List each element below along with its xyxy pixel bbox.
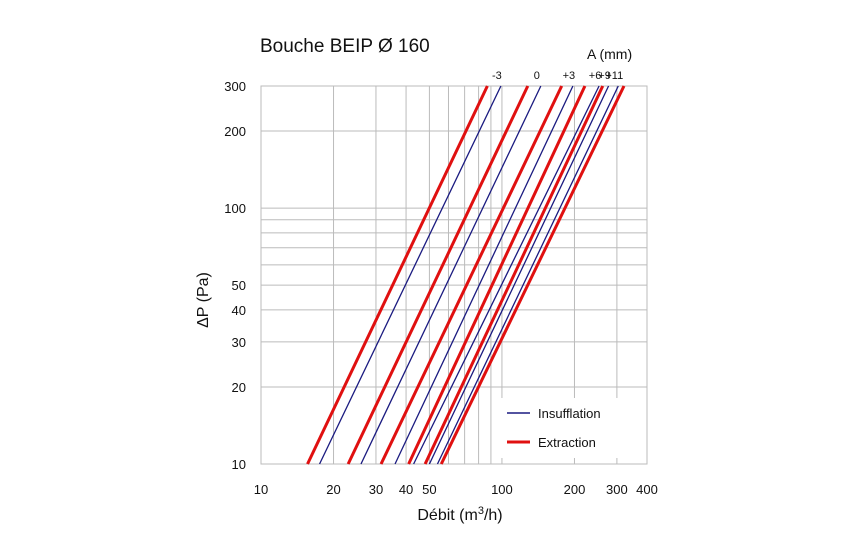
extraction-line-plus6 bbox=[407, 85, 587, 465]
x-tick-label: 10 bbox=[254, 482, 268, 497]
insufflation-line-minus3 bbox=[318, 85, 502, 465]
y-tick-label: 10 bbox=[232, 457, 246, 472]
setting-label: +3 bbox=[563, 70, 576, 82]
extraction-line-plus11 bbox=[439, 85, 626, 465]
y-tick-label: 100 bbox=[224, 201, 246, 216]
y-tick-label: 30 bbox=[232, 335, 246, 350]
insufflation-line-0 bbox=[360, 85, 542, 465]
x-tick-label: 30 bbox=[369, 482, 383, 497]
x-tick-label: 400 bbox=[636, 482, 658, 497]
x-tick-label: 50 bbox=[422, 482, 436, 497]
y-tick-label: 50 bbox=[232, 278, 246, 293]
insufflation-line-plus6 bbox=[413, 85, 600, 465]
legend-label-extraction: Extraction bbox=[538, 435, 596, 450]
y-tick-label: 20 bbox=[232, 380, 246, 395]
chart-title: Bouche BEIP Ø 160 bbox=[260, 36, 430, 57]
extraction-line-plus9 bbox=[423, 85, 605, 465]
plot-frame bbox=[260, 85, 648, 465]
insufflation-line-plus9 bbox=[428, 85, 610, 465]
y-tick-label: 300 bbox=[224, 79, 246, 94]
x-axis-label: Débit (m3/h) bbox=[417, 505, 502, 524]
setting-axis-label: A (mm) bbox=[587, 46, 632, 62]
x-tick-label: 300 bbox=[606, 482, 628, 497]
extraction-line-plus3 bbox=[379, 85, 564, 465]
setting-label: +6 bbox=[589, 70, 602, 82]
setting-label: +9 bbox=[598, 70, 611, 82]
setting-label: 0 bbox=[534, 70, 540, 82]
x-tick-label: 20 bbox=[326, 482, 340, 497]
y-axis-label: ΔP (Pa) bbox=[195, 272, 212, 328]
y-tick-label: 200 bbox=[224, 124, 246, 139]
extraction-line-minus3 bbox=[306, 85, 489, 465]
insufflation-line-plus11 bbox=[436, 85, 619, 465]
x-tick-label: 100 bbox=[491, 482, 513, 497]
setting-label: +11 bbox=[605, 70, 623, 82]
legend-label-insufflation: Insufflation bbox=[538, 406, 601, 421]
insufflation-line-plus3 bbox=[394, 85, 574, 465]
y-tick-label: 40 bbox=[232, 303, 246, 318]
x-tick-label: 40 bbox=[399, 482, 413, 497]
extraction-line-0 bbox=[346, 85, 530, 465]
setting-label: -3 bbox=[492, 70, 502, 82]
legend: Insufflation Extraction bbox=[500, 398, 628, 458]
x-tick-label: 200 bbox=[564, 482, 586, 497]
